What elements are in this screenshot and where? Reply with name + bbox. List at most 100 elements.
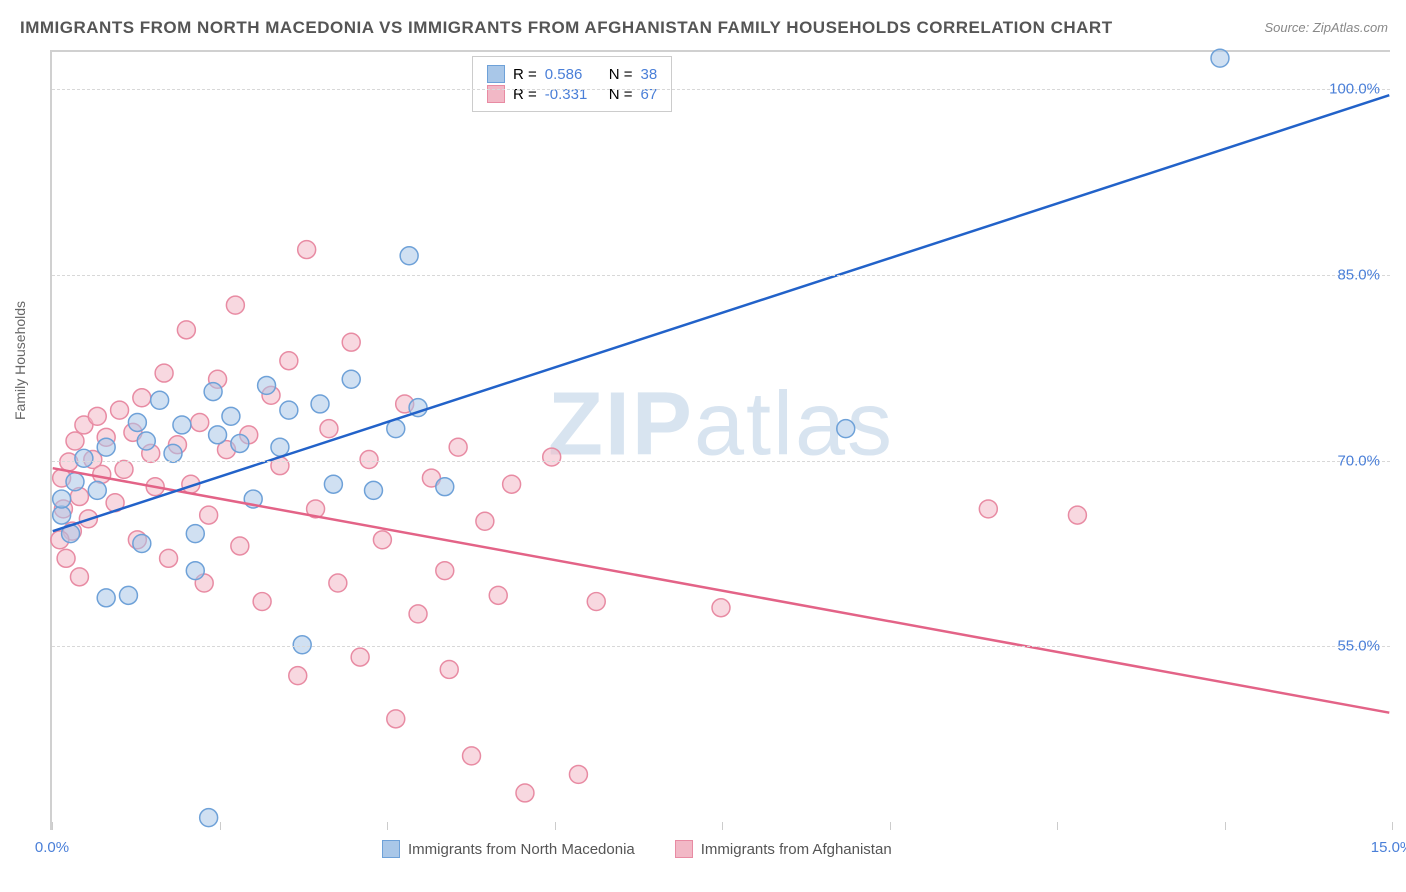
- source-label: Source: ZipAtlas.com: [1264, 20, 1388, 35]
- scatter-point: [133, 389, 151, 407]
- plot-area: ZIPatlas R = 0.586 N = 38 R = -0.331 N =…: [50, 50, 1390, 830]
- gridline-h: [52, 275, 1390, 276]
- scatter-point: [979, 500, 997, 518]
- n-label: N =: [609, 86, 633, 103]
- xtick: [1225, 822, 1226, 830]
- trend-line: [53, 468, 1390, 713]
- swatch-afghanistan: [487, 85, 505, 103]
- y-axis-label: Family Households: [12, 301, 28, 420]
- scatter-point: [93, 465, 111, 483]
- scatter-point: [543, 448, 561, 466]
- scatter-point: [88, 481, 106, 499]
- scatter-point: [57, 549, 75, 567]
- r-label: R =: [513, 86, 537, 103]
- scatter-point: [329, 574, 347, 592]
- scatter-point: [231, 537, 249, 555]
- scatter-point: [88, 407, 106, 425]
- r-value-afghanistan: -0.331: [545, 86, 601, 103]
- scatter-point: [387, 710, 405, 728]
- gridline-h: [52, 461, 1390, 462]
- scatter-point: [409, 605, 427, 623]
- legend-series: Immigrants from North Macedonia Immigran…: [382, 840, 892, 858]
- scatter-point: [53, 490, 71, 508]
- n-value-macedonia: 38: [641, 66, 658, 83]
- xtick: [890, 822, 891, 830]
- n-value-afghanistan: 67: [641, 86, 658, 103]
- scatter-point: [476, 512, 494, 530]
- scatter-point: [320, 420, 338, 438]
- legend-row-macedonia: R = 0.586 N = 38: [487, 65, 657, 83]
- xtick: [1057, 822, 1058, 830]
- scatter-point: [440, 660, 458, 678]
- legend-row-afghanistan: R = -0.331 N = 67: [487, 85, 657, 103]
- scatter-point: [66, 432, 84, 450]
- scatter-point: [360, 451, 378, 469]
- scatter-point: [516, 784, 534, 802]
- scatter-point: [1068, 506, 1086, 524]
- chart-svg: [52, 52, 1390, 830]
- scatter-point: [365, 481, 383, 499]
- scatter-point: [351, 648, 369, 666]
- xtick-label: 0.0%: [35, 839, 69, 856]
- scatter-point: [128, 413, 146, 431]
- scatter-point: [133, 535, 151, 553]
- scatter-point: [155, 364, 173, 382]
- r-label: R =: [513, 66, 537, 83]
- gridline-h: [52, 646, 1390, 647]
- scatter-point: [177, 321, 195, 339]
- scatter-point: [186, 562, 204, 580]
- scatter-point: [97, 589, 115, 607]
- scatter-point: [231, 434, 249, 452]
- scatter-point: [289, 667, 307, 685]
- scatter-point: [373, 531, 391, 549]
- scatter-point: [463, 747, 481, 765]
- scatter-point: [173, 416, 191, 434]
- scatter-point: [400, 247, 418, 265]
- xtick: [220, 822, 221, 830]
- scatter-point: [587, 593, 605, 611]
- swatch-afghanistan-icon: [675, 840, 693, 858]
- scatter-point: [222, 407, 240, 425]
- gridline-h: [52, 89, 1390, 90]
- xtick: [1392, 822, 1393, 830]
- scatter-point: [75, 449, 93, 467]
- chart-title: IMMIGRANTS FROM NORTH MACEDONIA VS IMMIG…: [20, 18, 1113, 38]
- ytick-label: 55.0%: [1337, 638, 1380, 655]
- scatter-point: [258, 376, 276, 394]
- scatter-point: [503, 475, 521, 493]
- scatter-point: [253, 593, 271, 611]
- scatter-point: [1211, 49, 1229, 67]
- r-value-macedonia: 0.586: [545, 66, 601, 83]
- scatter-point: [209, 426, 227, 444]
- scatter-point: [569, 765, 587, 783]
- trend-line: [53, 95, 1390, 531]
- scatter-point: [837, 420, 855, 438]
- scatter-point: [436, 562, 454, 580]
- scatter-point: [137, 432, 155, 450]
- scatter-point: [151, 391, 169, 409]
- scatter-point: [204, 383, 222, 401]
- scatter-point: [271, 438, 289, 456]
- scatter-point: [280, 401, 298, 419]
- scatter-point: [70, 568, 88, 586]
- scatter-point: [311, 395, 329, 413]
- series-label-afghanistan: Immigrants from Afghanistan: [701, 841, 892, 858]
- scatter-point: [111, 401, 129, 419]
- series-label-macedonia: Immigrants from North Macedonia: [408, 841, 635, 858]
- scatter-point: [324, 475, 342, 493]
- scatter-point: [342, 333, 360, 351]
- scatter-point: [115, 460, 133, 478]
- scatter-point: [226, 296, 244, 314]
- scatter-point: [298, 241, 316, 259]
- scatter-point: [160, 549, 178, 567]
- scatter-point: [342, 370, 360, 388]
- scatter-point: [712, 599, 730, 617]
- scatter-point: [66, 473, 84, 491]
- xtick-label: 15.0%: [1371, 839, 1406, 856]
- legend-item-macedonia: Immigrants from North Macedonia: [382, 840, 635, 858]
- scatter-point: [191, 413, 209, 431]
- swatch-macedonia: [487, 65, 505, 83]
- scatter-point: [293, 636, 311, 654]
- swatch-macedonia-icon: [382, 840, 400, 858]
- scatter-point: [200, 809, 218, 827]
